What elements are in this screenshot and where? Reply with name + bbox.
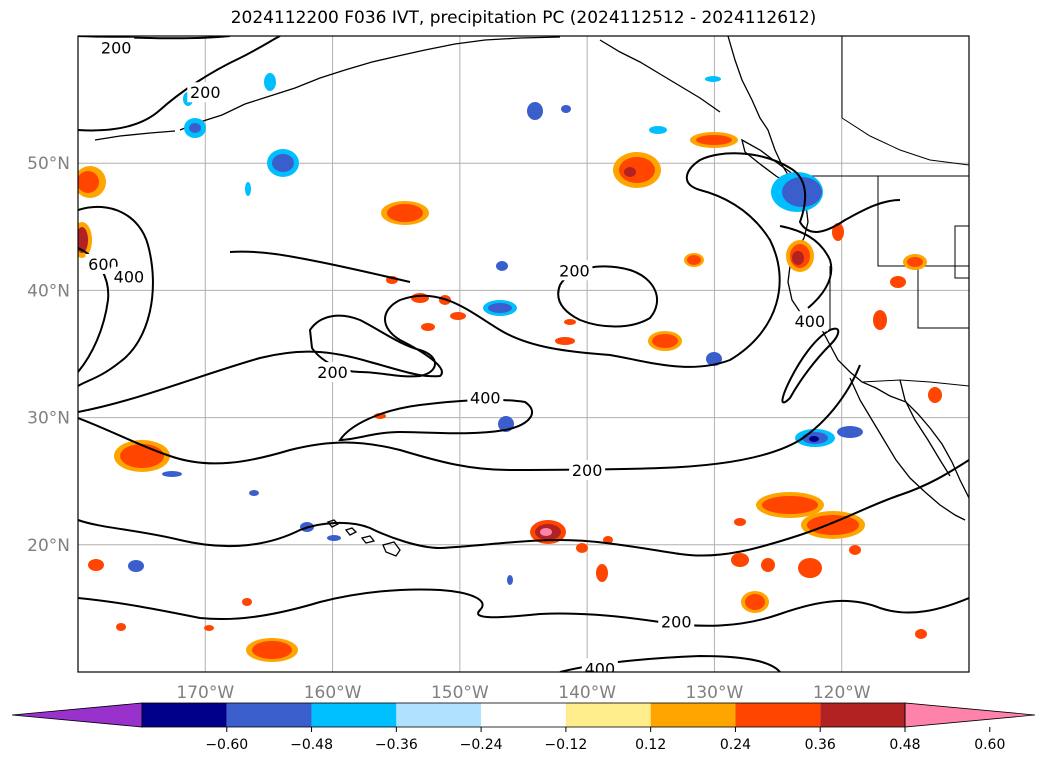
lat-tick-label: 40°N [27, 281, 70, 301]
contour-label-background [556, 260, 593, 281]
latitude-labels: 20°N 30°N 40°N 50°N [27, 154, 70, 556]
ivt-contour [338, 398, 533, 442]
precip-blob [576, 518, 861, 613]
lat-tick-label: 20°N [27, 536, 70, 556]
colorbar-segment [226, 703, 312, 727]
colorbar-segment [820, 703, 905, 727]
precip-blob [381, 201, 429, 225]
precip-blob [530, 520, 566, 544]
colorbar-frame [141, 702, 906, 728]
precip-blob [78, 222, 92, 258]
ivt-contour-label: 400 [114, 268, 145, 287]
contour-label-background [98, 37, 135, 58]
ivt-contour [78, 459, 969, 557]
ivt-contour-label: 200 [317, 363, 348, 382]
colorbar-ticks: −0.60 −0.48 −0.36 −0.24 −0.12 0.12 0.24 0.36 0.4… [205, 727, 1005, 753]
precip-blob [690, 132, 738, 148]
contour-label-background [569, 460, 606, 481]
ivt-contour [779, 225, 833, 309]
ivt-contour [557, 265, 659, 328]
colorbar-segment [565, 703, 651, 727]
lat-tick-label: 50°N [27, 154, 70, 174]
colorbar-segment [11, 702, 143, 728]
ivt-contour [78, 152, 901, 413]
political-borders [808, 36, 969, 387]
precip-blob [78, 166, 106, 198]
colorbar-segment [481, 703, 566, 727]
colorbar-segments [11, 702, 1036, 728]
colorbar-segment [396, 703, 482, 727]
colorbar-segment [904, 702, 1036, 728]
precip-blob [555, 337, 575, 345]
ivt-contour [229, 250, 411, 283]
lon-tick-label: 120°W [813, 683, 871, 703]
contour-label-background [791, 311, 828, 332]
colorbar-tick-label: 0.48 [889, 737, 920, 753]
contour-label-background [314, 362, 351, 383]
lon-tick-label: 160°W [304, 683, 362, 703]
ivt-contour-label: 400 [585, 659, 616, 678]
colorbar-tick-label: 0.24 [720, 737, 751, 753]
colorbar-segment [735, 703, 821, 727]
coastlines [94, 36, 969, 557]
contour-label-background [187, 82, 224, 103]
lon-tick-label: 130°W [686, 683, 744, 703]
colorbar-segment [142, 703, 227, 727]
contour-label-background [467, 387, 504, 408]
map-frame [77, 35, 970, 673]
contour-label-background [658, 611, 695, 632]
ivt-contour-label: 400 [470, 389, 501, 408]
contour-label-background [110, 266, 147, 287]
colorbar-tick-label: 0.12 [635, 737, 666, 753]
colorbar-tick-label: −0.36 [375, 737, 418, 753]
lon-tick-label: 150°W [431, 683, 489, 703]
colorbar: −0.60 −0.48 −0.36 −0.24 −0.12 0.12 0.24 0.36 0.4… [11, 702, 1036, 753]
colorbar-tick-label: 0.60 [974, 737, 1005, 753]
ivt-contour [781, 327, 840, 404]
precip-blob [832, 223, 844, 241]
precip-blob [801, 511, 865, 539]
ivt-contour-label: 400 [795, 312, 826, 331]
ivt-contour-label: 200 [559, 261, 590, 280]
precip-blob [873, 254, 942, 403]
ivt-contour [78, 205, 154, 387]
ivt-contour [78, 364, 861, 472]
ivt-contour-label: 200 [572, 461, 603, 480]
contour-label-background [581, 658, 618, 672]
precip-blob [684, 253, 704, 267]
precip-blob [88, 413, 927, 662]
longitude-labels: 170°W 160°W 150°W 140°W 130°W 120°W [176, 683, 870, 703]
colorbar-tick-label: −0.48 [290, 737, 333, 753]
ivt-contour-label: 200 [190, 83, 221, 102]
ivt-contour-label: 200 [661, 612, 692, 631]
colorbar-tick-label: −0.24 [460, 737, 503, 753]
lon-tick-label: 170°W [176, 683, 234, 703]
precip-pc-negative-regions [128, 73, 863, 585]
precip-blob [771, 172, 823, 212]
ivt-contour [78, 36, 231, 40]
ivt-contour-label: 200 [101, 39, 132, 58]
ivt-contour [78, 588, 969, 627]
lon-tick-label: 140°W [558, 683, 616, 703]
precip-blob [184, 118, 206, 138]
precip-blob [756, 492, 824, 518]
colorbar-segment [311, 703, 397, 727]
lat-tick-label: 30°N [27, 409, 70, 429]
precip-blob [613, 152, 661, 188]
precip-blob [267, 149, 299, 177]
precip-blob [786, 240, 814, 272]
precip-blob [648, 331, 682, 351]
colorbar-tick-label: −0.12 [544, 737, 587, 753]
colorbar-segment [650, 703, 736, 727]
colorbar-tick-label: −0.60 [205, 737, 248, 753]
map-title: 2024112200 F036 IVT, precipitation PC (2… [230, 8, 817, 28]
colorbar-tick-label: 0.36 [805, 737, 836, 753]
